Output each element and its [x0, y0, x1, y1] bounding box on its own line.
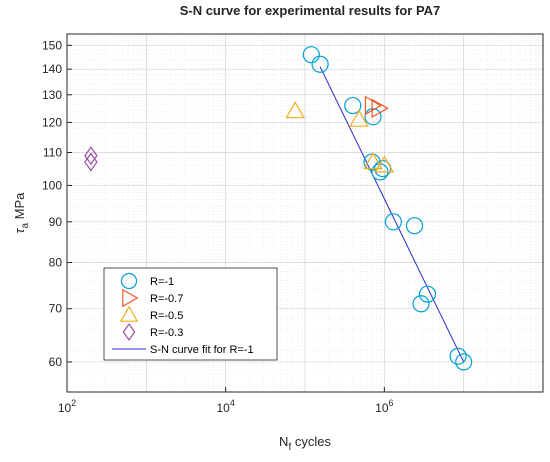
x-tick-label-exponent: 4	[230, 398, 235, 408]
point-r-1-circle	[364, 108, 382, 126]
y-tick-label: 80	[49, 256, 63, 270]
y-axis-label-sub: a	[20, 223, 31, 229]
point-r-0-7-triangle-right	[364, 95, 383, 116]
plot-box	[66, 33, 544, 393]
point-r-1-circle	[302, 46, 320, 64]
legend-item: R=-0.5	[119, 305, 183, 322]
legend-item: S-N curve fit for R=-1	[112, 344, 254, 356]
chart-title: S-N curve for experimental results for P…	[180, 3, 441, 18]
point-r-1-circle	[418, 285, 437, 303]
point-r-0-5-triangle-up	[363, 152, 383, 170]
y-tick-label: 110	[43, 145, 62, 159]
y-tick-label: 90	[49, 215, 63, 229]
point-r-1-circle	[344, 96, 362, 115]
y-axis-label-rest: MPa	[12, 192, 27, 223]
x-tick-label-exponent: 2	[71, 398, 76, 408]
x-axis-label-main: N	[279, 434, 288, 449]
y-tick-label: 130	[42, 88, 62, 102]
legend-swatch-triangle-right	[122, 288, 139, 308]
x-axis-label-sub: f	[288, 442, 291, 453]
x-tick-label-base: 10	[216, 401, 230, 415]
x-tick-label-exponent: 6	[389, 398, 394, 408]
x-tick-label: 106	[375, 398, 393, 415]
legend-swatch-diamond	[122, 323, 136, 341]
point-r-0-5-triangle-up	[349, 109, 369, 127]
y-axis-label: τa MPa	[12, 192, 31, 234]
y-tick-label: 150	[42, 38, 62, 52]
point-r-1-circle	[405, 217, 424, 235]
y-tick-label: 120	[42, 115, 62, 129]
point-r-1-circle	[449, 347, 467, 365]
x-axis-ticks: 102 104 106	[58, 387, 394, 415]
y-tick-label: 100	[42, 178, 62, 192]
point-r-0-5-triangle-up	[285, 101, 305, 119]
x-tick-label: 102	[58, 398, 76, 415]
y-tick-label: 140	[42, 62, 62, 76]
y-tick-label: 70	[49, 302, 63, 316]
legend-label: R=-0.5	[150, 310, 183, 322]
y-axis-label-main: τ	[12, 227, 27, 233]
legend-label: R=-0.7	[150, 293, 183, 305]
point-r-0-3-diamond	[84, 152, 98, 172]
data-markers	[84, 46, 473, 371]
x-tick-label-base: 10	[58, 401, 72, 415]
point-r-0-3-diamond	[84, 146, 98, 166]
legend-label: S-N curve fit for R=-1	[150, 344, 254, 356]
legend-item: R=-0.3	[122, 323, 183, 341]
point-r-1-circle	[412, 295, 430, 313]
point-r-1-circle	[384, 213, 402, 231]
point-r-1-circle	[455, 353, 473, 371]
x-axis-label-rest: cycles	[291, 434, 331, 449]
x-axis-label: Nf cycles	[279, 434, 331, 453]
point-r-1-circle	[311, 55, 329, 73]
legend-item: R=-1	[120, 272, 174, 290]
legend: R=-1 R=-0.7 R=-0.5 R=-0.3 S-N curve fit for …	[103, 267, 278, 361]
x-tick-label: 104	[216, 398, 234, 415]
legend-label: R=-1	[150, 276, 174, 288]
legend-swatch-triangle-up	[119, 305, 139, 322]
y-tick-label: 60	[49, 355, 63, 369]
point-r-0-5-triangle-up	[374, 155, 395, 173]
legend-item: R=-0.7	[122, 288, 183, 308]
x-tick-label-base: 10	[375, 401, 389, 415]
y-axis-ticks: 60 70 80 90 100 110 120 130 140 150	[42, 38, 72, 369]
point-r-0-7-triangle-right	[371, 98, 389, 119]
legend-label: R=-0.3	[150, 327, 183, 339]
legend-swatch-circle	[120, 272, 138, 290]
